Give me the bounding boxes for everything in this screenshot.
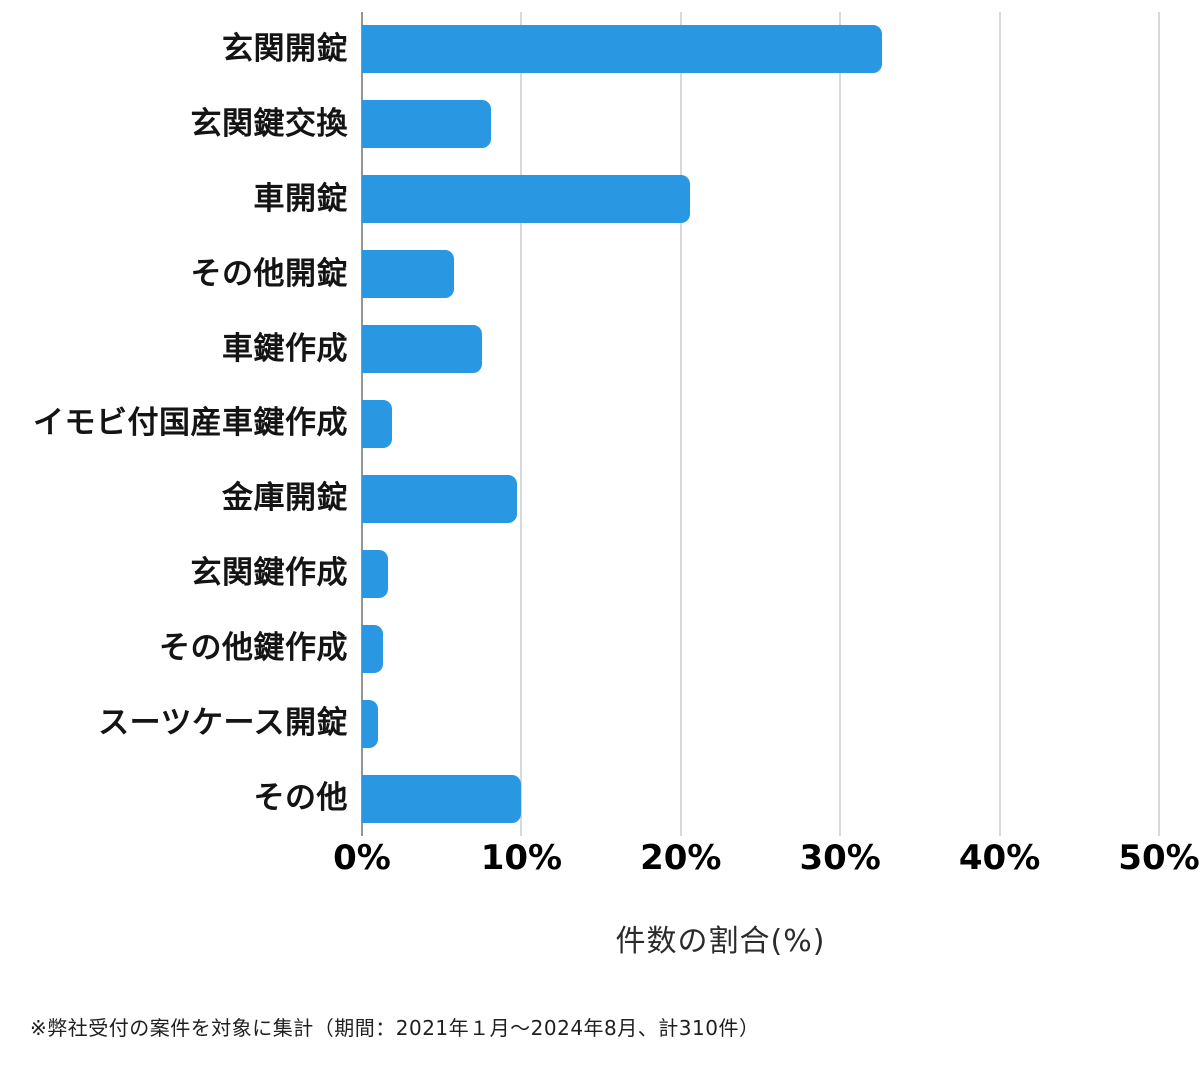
bar [362,549,388,598]
bar-row: スーツケース開錠 [0,686,1159,761]
bar-track [362,474,1159,523]
x-tick-label-10: 10% [480,838,563,878]
bar [362,250,455,299]
category-label: 玄関開錠 [222,30,348,67]
bar [362,25,882,74]
category-label: 車開錠 [253,180,348,217]
gridline-20 [679,12,682,836]
category-label: イモビ付国産車鍵作成 [33,405,348,442]
bar-rows: 玄関開錠玄関鍵交換車開錠その他開錠車鍵作成イモビ付国産車鍵作成金庫開錠玄関鍵作成… [0,12,1159,836]
bar-track [362,399,1159,448]
bar-row: その他鍵作成 [0,611,1159,686]
x-tick-label-20: 20% [640,838,722,878]
bar-track [362,699,1159,748]
category-label: 玄関鍵作成 [190,555,348,592]
bar-track [362,25,1159,74]
bar-track [362,250,1159,299]
gridline-10 [520,12,523,836]
bar-track [362,549,1159,598]
bar [362,774,522,823]
x-axis-ticks: 0% 10% 20% 30% 40% 50% [333,838,1200,884]
bar-row: その他 [0,761,1159,836]
x-tick-label-50: 50% [1118,838,1200,878]
category-label: 金庫開錠 [222,480,348,517]
gridline-30 [839,12,842,836]
x-tick-label-0: 0% [333,838,391,878]
bar [362,100,492,149]
footnote: ※弊社受付の案件を対象に集計（期間：2021年１月～2024年8月、計310件） [30,1016,760,1040]
bar-row: 金庫開錠 [0,461,1159,536]
bar-row: 玄関鍵作成 [0,536,1159,611]
category-label: その他開錠 [190,255,348,292]
bar-track [362,175,1159,224]
category-label: 車鍵作成 [222,330,348,367]
x-tick-label-30: 30% [799,838,881,878]
bar-track [362,100,1159,149]
bar [362,399,393,448]
bar [362,325,482,374]
bar-row: その他開錠 [0,237,1159,312]
bar-row: 車鍵作成 [0,312,1159,387]
bar [362,175,691,224]
category-label: その他 [253,780,348,817]
x-tick-label-40: 40% [958,838,1041,878]
bar-track [362,624,1159,673]
bar-row: 玄関開錠 [0,12,1159,87]
category-label: その他鍵作成 [159,630,348,667]
bar-track [362,774,1159,823]
gridline-50 [1158,12,1160,836]
bar [362,474,517,523]
bar [362,699,378,748]
bar-track [362,325,1159,374]
category-label: スーツケース開錠 [98,705,348,742]
bar [362,624,383,673]
bar-row: 玄関鍵交換 [0,87,1159,162]
gridline-40 [998,12,1001,836]
bar-row: 車開錠 [0,162,1159,237]
x-axis-title: 件数の割合(%) [615,924,826,959]
bar-row: イモビ付国産車鍵作成 [0,387,1159,462]
category-label: 玄関鍵交換 [190,105,348,142]
